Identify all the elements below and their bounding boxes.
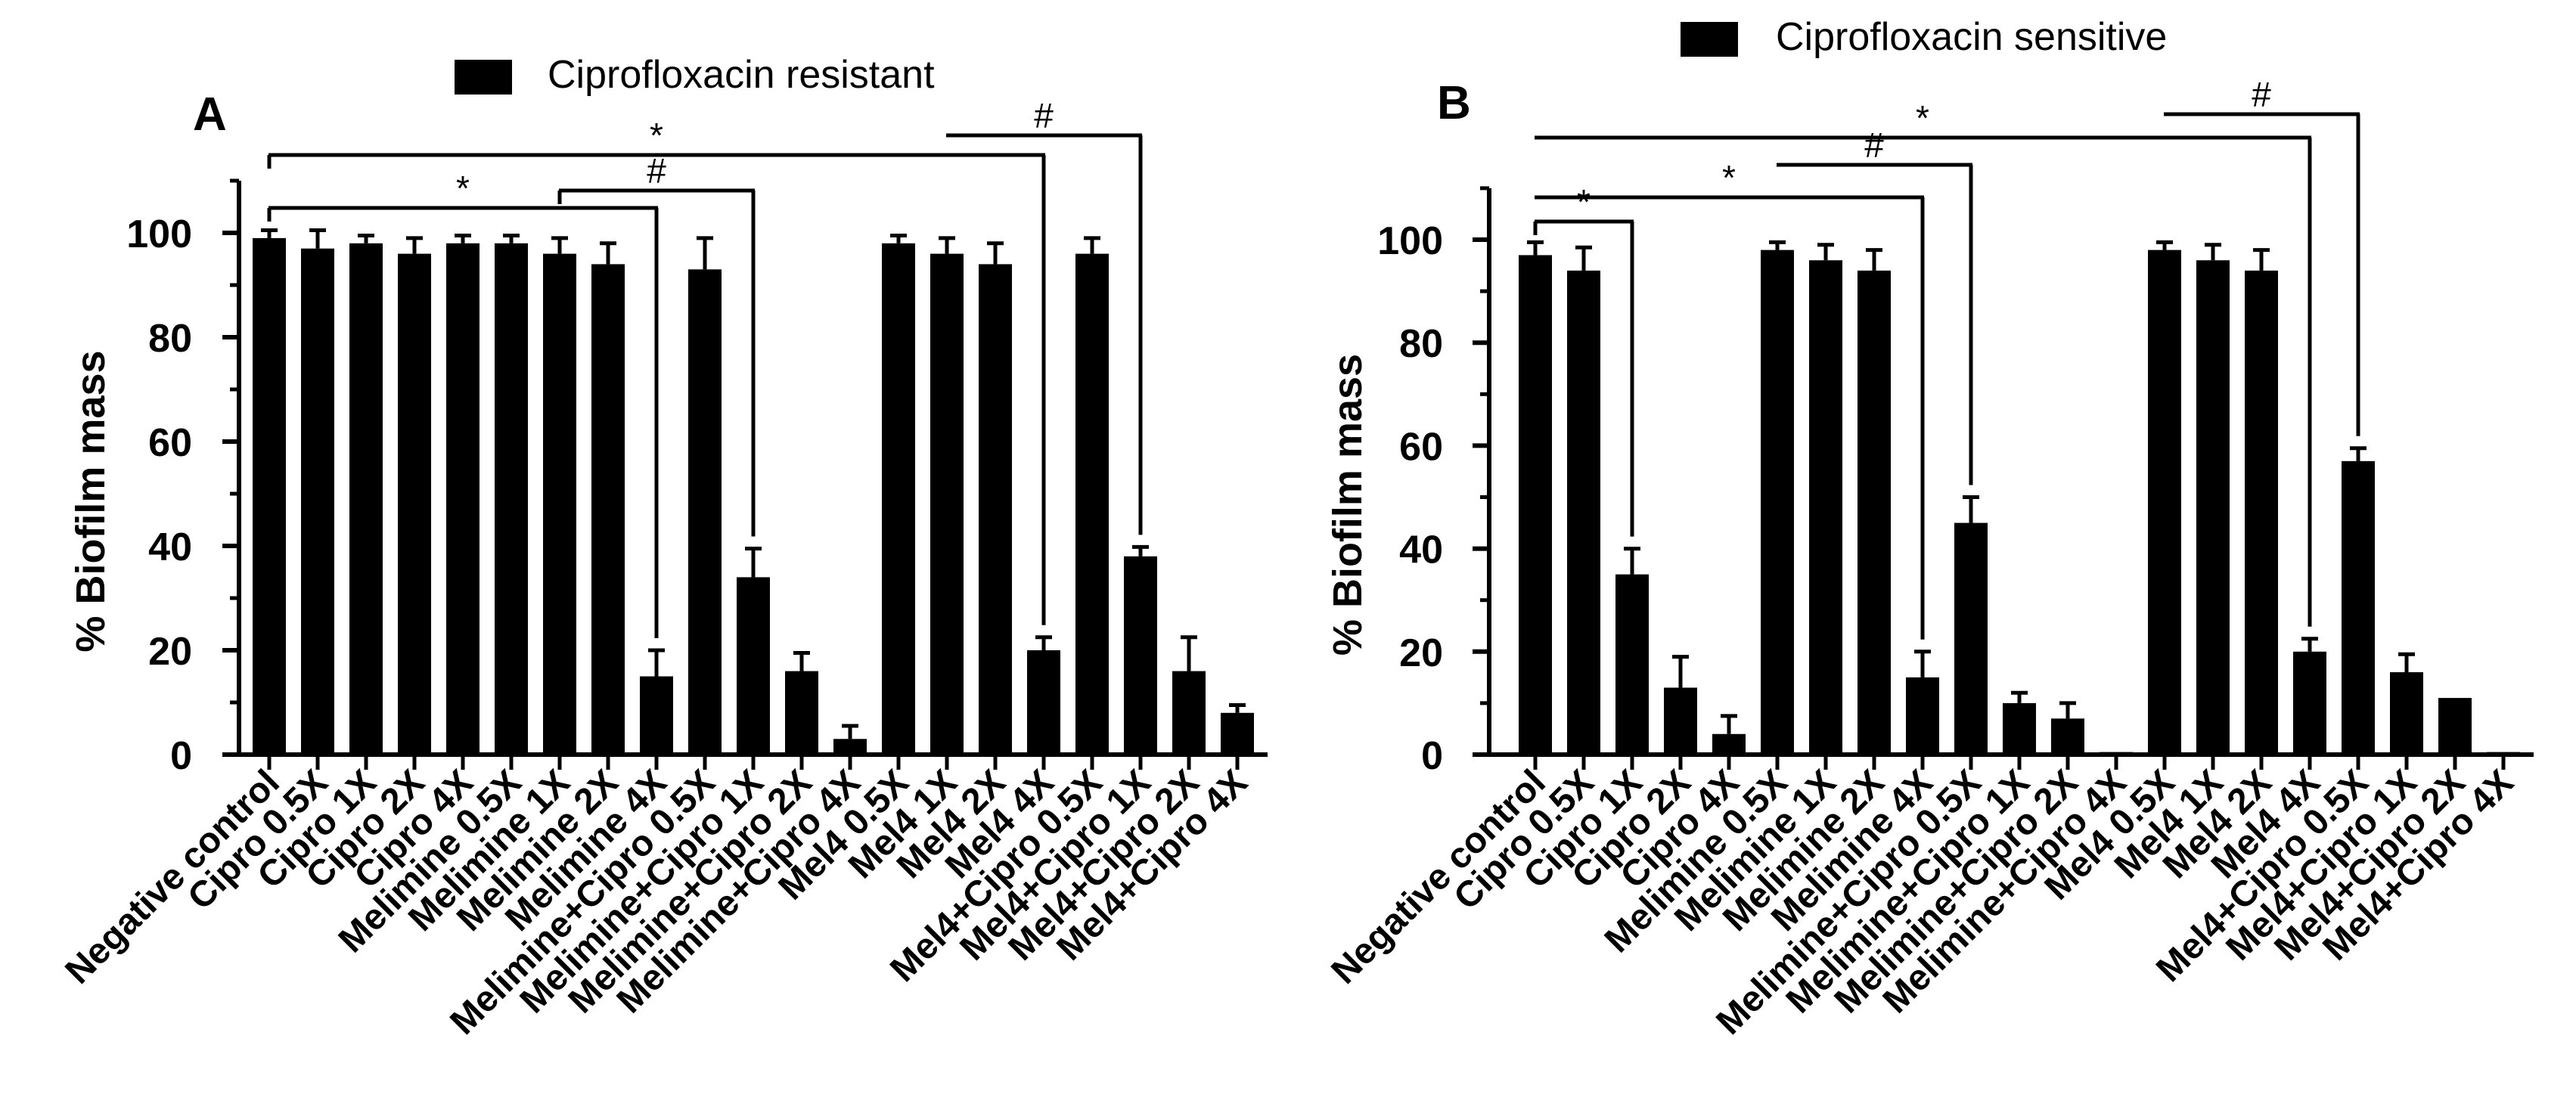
bar [301,248,334,755]
bar [1664,687,1697,755]
panel-label: B [1437,77,1471,129]
significance-symbol: # [647,151,666,191]
y-tick-label: 60 [148,421,192,465]
y-tick-label: 20 [148,630,192,674]
bar [1075,253,1109,755]
bar [1712,733,1746,755]
bar [688,269,722,755]
y-tick-label: 20 [1399,631,1443,675]
significance-symbol: # [2252,75,2271,114]
bar [737,577,770,755]
y-tick-label: 0 [170,734,192,778]
significance-symbol: * [1577,182,1591,222]
bar [1761,250,1794,755]
significance-symbol: # [1034,96,1054,135]
bar [1172,671,1206,755]
bar [1027,650,1060,755]
significance-symbol: * [650,116,663,155]
panel-label: A [193,88,227,141]
y-tick-label: 0 [1421,734,1443,778]
bar [1954,522,1988,755]
bar [398,253,431,755]
bar [2487,752,2520,755]
bar [882,243,915,755]
bar [2293,651,2326,755]
y-axis-label: % Biofilm mass [68,350,113,652]
bar [1906,677,1939,755]
bar [2390,672,2423,755]
y-tick-label: 80 [148,317,192,361]
y-axis-label: % Biofilm mass [1325,354,1370,656]
x-tick-label: Negative control [57,762,287,991]
y-tick-label: 40 [1399,529,1443,572]
bar [979,264,1012,755]
y-tick-label: 100 [126,212,192,256]
chart-panel-B: B Ciprofloxacin sensitive 0 20 40 60 80 100 % Bi… [1324,15,2534,1043]
significance-symbol: * [1916,98,1929,138]
bar [253,237,286,755]
bar [1221,712,1254,755]
bar [1809,260,1842,755]
bar [640,676,673,755]
bar [2100,752,2133,755]
bar [2003,702,2036,755]
legend-swatch [1681,22,1738,57]
bar [1567,270,1600,755]
bar [930,253,964,755]
bar [1615,574,1649,755]
bar [2051,718,2084,755]
bar [349,243,383,755]
x-tick-label: Negative control [1324,762,1553,991]
y-tick-label: 80 [1399,322,1443,366]
bar [2196,260,2230,755]
bar [2245,270,2278,755]
bar [495,243,528,755]
bar [1858,270,1891,755]
bar [446,243,480,755]
y-tick-label: 100 [1377,219,1443,263]
bar [1124,556,1157,755]
bar [2438,698,2472,755]
bar [785,671,818,755]
bar [591,264,625,755]
significance-symbol: * [456,169,470,208]
significance-symbol: # [1864,126,1884,165]
bar [1519,255,1552,755]
y-tick-label: 40 [148,525,192,569]
bar [543,253,576,755]
legend-label: Ciprofloxacin resistant [548,53,935,97]
chart-panel-A: A Ciprofloxacin resistant 0 20 40 60 80 100 % Bi… [57,53,1268,1043]
bar [2342,460,2375,755]
legend-label: Ciprofloxacin sensitive [1776,15,2167,59]
legend-swatch [455,60,512,95]
bar [833,739,867,755]
bar [2148,250,2181,755]
y-tick-label: 60 [1399,425,1443,469]
significance-symbol: * [1722,158,1736,197]
